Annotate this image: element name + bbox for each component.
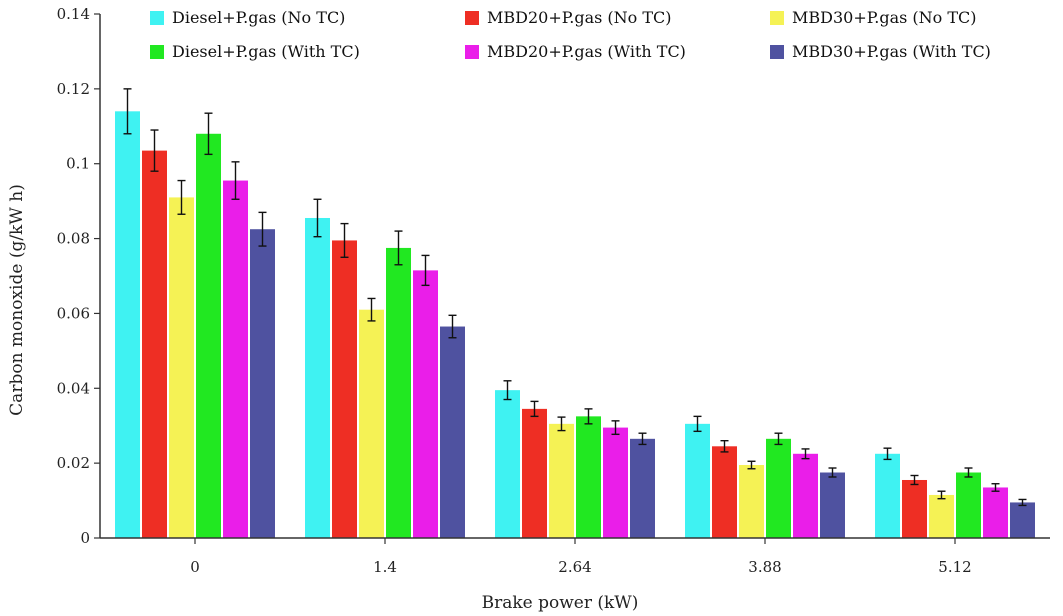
bar [250,229,275,538]
x-tick-label: 0 [190,558,200,576]
bar [875,453,900,538]
legend-entry-label: MBD20+P.gas (No TC) [487,8,672,27]
y-tick-label: 0.02 [57,454,90,472]
y-tick-label: 0.12 [57,80,90,98]
y-tick-label: 0.08 [57,230,90,248]
y-tick-label: 0.1 [66,155,90,173]
bar [956,472,981,538]
x-axis-title: Brake power (kW) [482,593,639,613]
y-tick-label: 0 [80,529,90,547]
legend-swatch [770,11,784,25]
bar [766,438,791,538]
bar [929,494,954,538]
x-tick-label: 5.12 [938,558,971,576]
bar [359,309,384,538]
legend-entry-label: MBD30+P.gas (No TC) [792,8,977,27]
y-tick-label: 0.04 [57,379,90,397]
bar [739,465,764,538]
legend-swatch [465,45,479,59]
bars-layer [115,88,1035,539]
legend-entry-label: MBD30+P.gas (With TC) [792,42,991,61]
bar [630,438,655,538]
bar [495,390,520,538]
legend-entry-label: MBD20+P.gas (With TC) [487,42,686,61]
bar [983,487,1008,538]
bar [820,472,845,538]
legend-entry-label: Diesel+P.gas (With TC) [172,42,360,61]
bar [603,427,628,538]
bar [685,423,710,538]
bar [576,416,601,538]
x-tick-label: 2.64 [558,558,591,576]
legend-swatch [770,45,784,59]
bar [142,150,167,538]
bar [549,423,574,538]
bar [1010,502,1035,538]
bar [332,240,357,538]
bar [196,133,221,538]
bar [169,197,194,538]
bar [115,111,140,539]
axes-layer: 0 0.02 0.04 0.06 0.08 0.1 0.12 0.14 0 1.4 2.64 3.88… [57,5,1050,576]
bar [522,408,547,538]
bar [440,326,465,538]
bar [902,479,927,538]
y-axis-title: Carbon monoxide (g/kW h) [7,184,27,416]
bar [413,270,438,538]
bar [386,247,411,538]
legend: Diesel+P.gas (No TC) MBD20+P.gas (No TC) M… [150,8,991,61]
bar [712,446,737,538]
bar [793,453,818,538]
legend-swatch [465,11,479,25]
legend-swatch [150,45,164,59]
legend-swatch [150,11,164,25]
bar [223,180,248,539]
bar [305,217,330,538]
y-tick-label: 0.14 [57,5,90,23]
legend-entry-label: Diesel+P.gas (No TC) [172,8,345,27]
x-tick-label: 3.88 [748,558,781,576]
x-tick-label: 1.4 [373,558,397,576]
y-tick-label: 0.06 [57,304,90,322]
